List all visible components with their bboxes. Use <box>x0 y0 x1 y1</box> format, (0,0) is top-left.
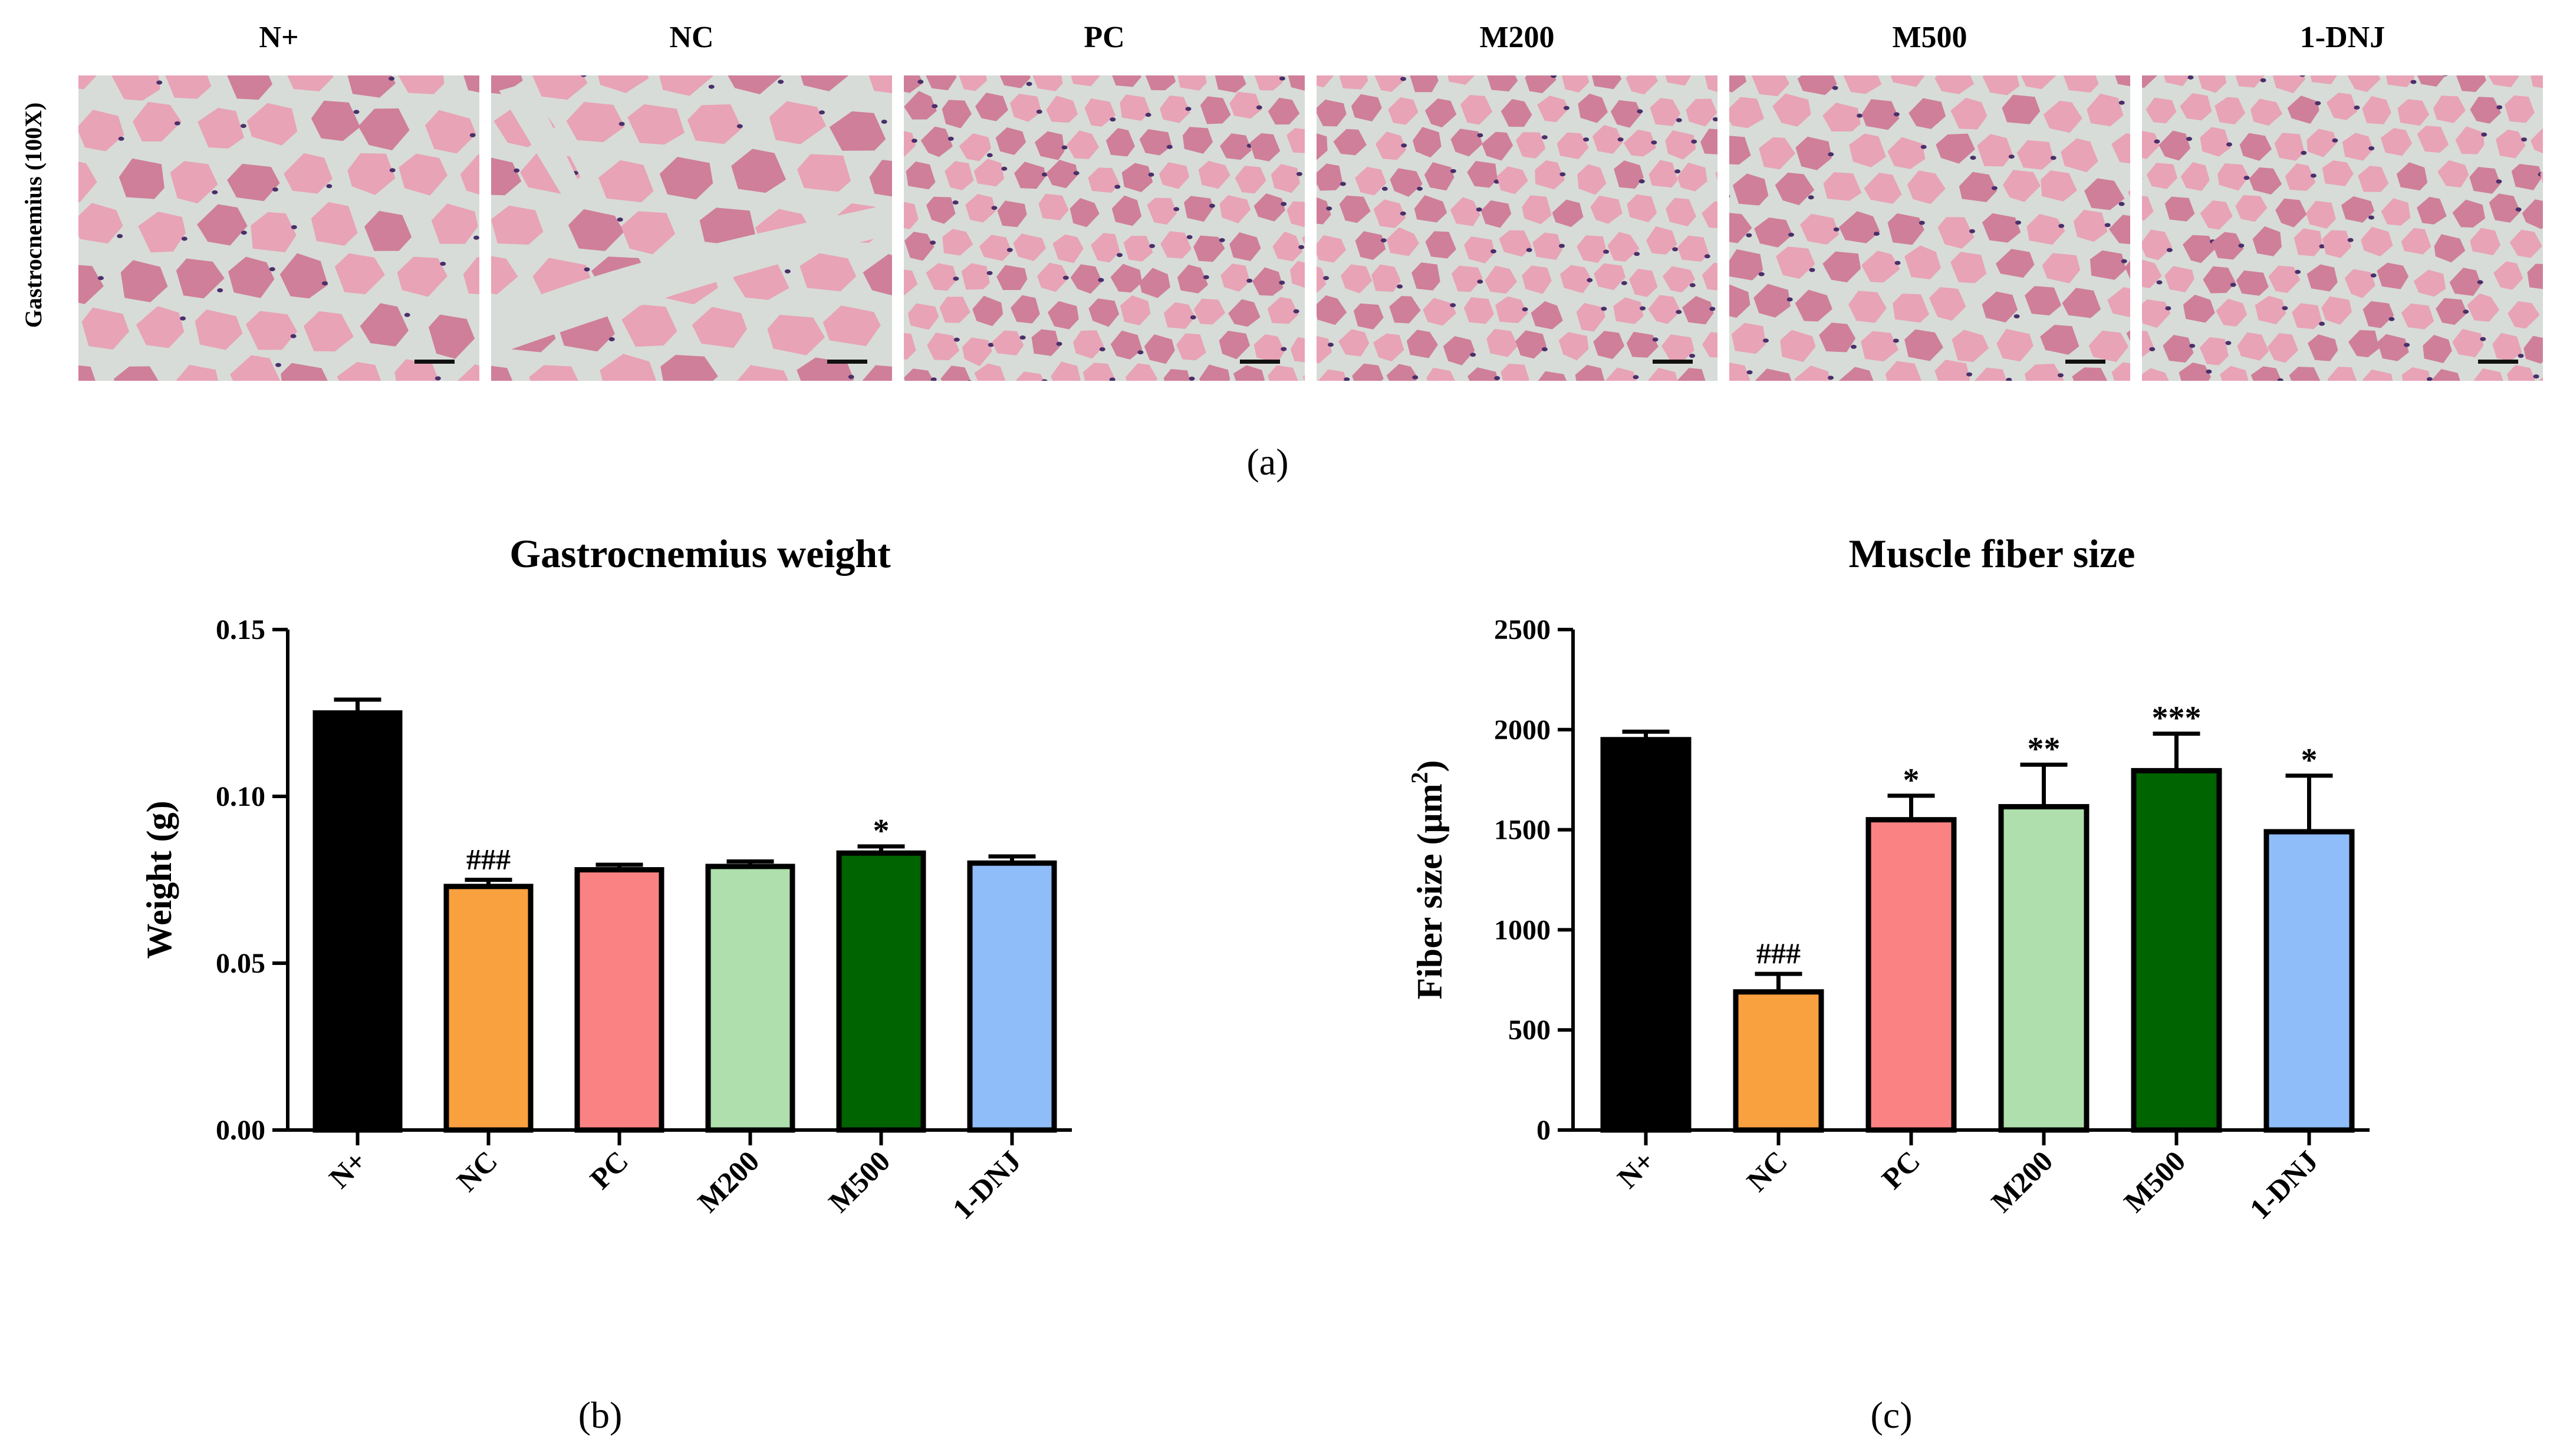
histology-image <box>78 75 479 381</box>
y-tick-label: 2000 <box>1494 714 1551 746</box>
y-axis-label: Weight (g) <box>140 801 179 958</box>
bar <box>836 850 926 1133</box>
x-tick-label: NC <box>1740 1144 1794 1198</box>
x-tick-label: M200 <box>691 1144 765 1218</box>
y-tick-label: 0.00 <box>216 1115 265 1146</box>
bar <box>1733 989 1824 1133</box>
significance-label: ### <box>1756 937 1801 970</box>
y-tick-label: 0.10 <box>216 781 265 812</box>
bar <box>1998 804 2090 1133</box>
x-tick-label: PC <box>584 1144 635 1195</box>
bar <box>312 710 403 1133</box>
chart-title: Gastrocnemius weight <box>509 531 891 576</box>
x-tick-label: NC <box>450 1144 504 1198</box>
panel-caption: (b) <box>578 1394 623 1436</box>
panel-caption: (c) <box>1870 1394 1912 1436</box>
chart-title: Muscle fiber size <box>1849 531 2135 576</box>
histology-image <box>904 75 1305 381</box>
bar <box>1600 737 1692 1133</box>
histology-label: PC <box>1084 21 1124 54</box>
y-tick-label: 2500 <box>1494 614 1551 645</box>
x-tick-label: 1-DNJ <box>2243 1144 2324 1226</box>
histology-image <box>1729 75 2130 381</box>
histology-image <box>1317 75 1717 381</box>
row-label: Gastrocnemius (100X) <box>20 103 47 328</box>
chart-gastrocnemius-weight: Gastrocnemius weight 0.00 0.05 0.10 0.15 Weig… <box>140 531 1072 1436</box>
significance-label: * <box>1903 762 1920 799</box>
histology-label: 1-DNJ <box>2300 21 2385 54</box>
bar <box>967 860 1057 1133</box>
significance-label: * <box>2301 742 2318 779</box>
significance-label: *** <box>2152 700 2202 737</box>
y-tick-label: 0.15 <box>216 614 265 645</box>
y-axis-label: Fiber size (μm2) <box>1406 760 1449 999</box>
significance-label: ** <box>2028 731 2061 767</box>
x-tick-label: M500 <box>2117 1144 2192 1218</box>
caption-a: (a) <box>1246 441 1288 483</box>
histology-image <box>491 75 892 381</box>
x-tick-label: M500 <box>822 1144 896 1218</box>
y-tick-label: 1500 <box>1494 815 1551 846</box>
x-tick-label: M200 <box>1985 1144 2059 1218</box>
histology-label: N+ <box>259 21 298 54</box>
histology-label: M500 <box>1892 21 1967 54</box>
bar <box>705 864 795 1133</box>
histology-image <box>2142 75 2543 381</box>
x-tick-label: 1-DNJ <box>946 1144 1027 1226</box>
bar <box>2263 829 2355 1133</box>
x-tick-label: N+ <box>323 1144 373 1194</box>
x-tick-label: PC <box>1875 1144 1927 1195</box>
y-tick-label: 0.05 <box>216 948 265 979</box>
y-tick-label: 0 <box>1536 1115 1551 1146</box>
histology-panel: Gastrocnemius (100X) N+ NC PC M200 M500 1-DNJ… <box>20 21 2543 483</box>
histology-label: NC <box>669 21 713 54</box>
significance-label: ### <box>466 843 511 876</box>
significance-label: * <box>873 813 890 849</box>
x-tick-label: N+ <box>1611 1144 1661 1194</box>
bar <box>2131 767 2222 1133</box>
y-tick-label: 1000 <box>1494 914 1551 946</box>
bar <box>1865 817 1957 1133</box>
bar <box>574 867 664 1133</box>
y-tick-label: 500 <box>1508 1014 1551 1046</box>
chart-muscle-fiber-size: Muscle fiber size 0 500 1000 1500 2000 2500 Fib… <box>1406 531 2370 1436</box>
histology-label: M200 <box>1479 21 1554 54</box>
bar <box>443 884 534 1133</box>
